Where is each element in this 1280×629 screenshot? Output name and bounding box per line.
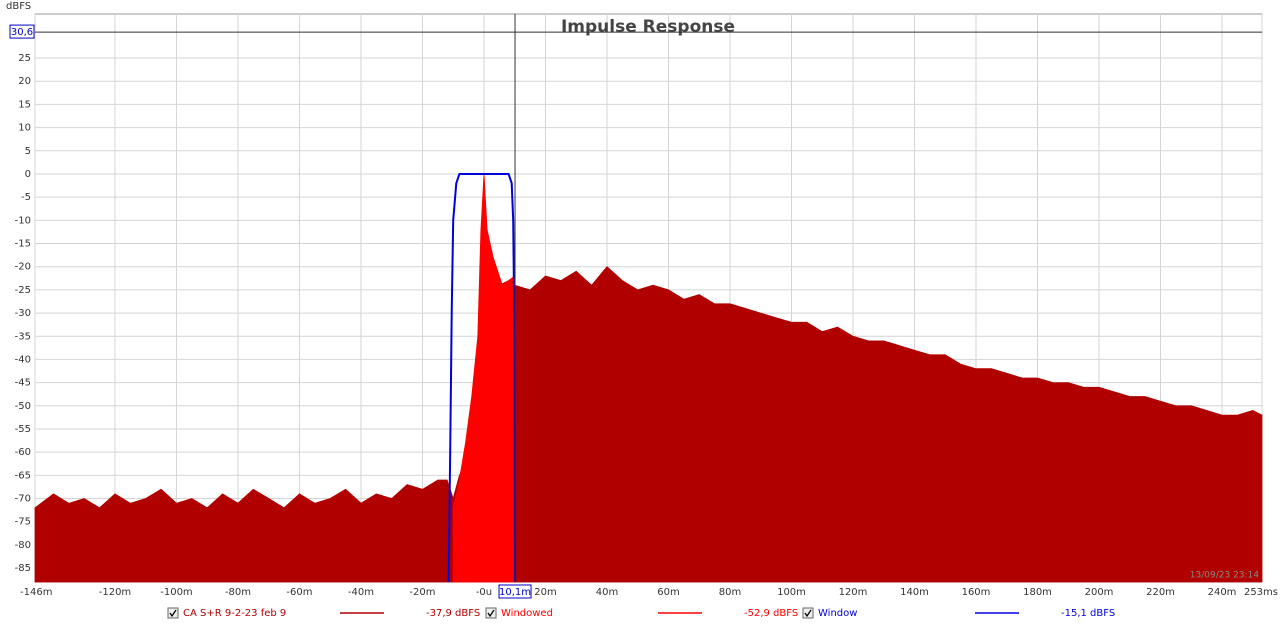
x-tick-label: -146m [20, 587, 52, 598]
line [447, 173, 516, 583]
y-tick-label: -10 [15, 215, 31, 226]
y-tick-label: -25 [15, 285, 31, 296]
x-tick-label: 40m [596, 587, 618, 598]
area [34, 173, 1263, 583]
timestamp: 13/09/23 23:14 [1190, 571, 1259, 581]
x-tick-label: 240m [1208, 587, 1237, 598]
legend-checkbox[interactable] [485, 607, 497, 619]
cursor-label-box [9, 24, 35, 39]
legend-label: Windowed [501, 608, 553, 619]
x-tick-label: -80m [225, 587, 251, 598]
chart-title: Impulse Response [561, 17, 735, 37]
y-tick-label: -65 [15, 470, 31, 481]
x-tick-label: 140m [900, 587, 929, 598]
x-tick-label: 60m [657, 587, 679, 598]
y-tick-label: -60 [15, 447, 31, 458]
y-tick-label: -45 [15, 378, 31, 389]
y-tick-label: -75 [15, 517, 31, 528]
x-tick-label: 253ms [1244, 587, 1278, 598]
x-tick-label: -60m [286, 587, 312, 598]
cursor-x-label: 10,1m [499, 587, 531, 598]
y-tick-label: -55 [15, 424, 31, 435]
y-tick-label: 20 [18, 76, 31, 87]
y-tick-label: -15 [15, 239, 31, 250]
y-tick-label: -30 [15, 308, 31, 319]
y-tick-label: -80 [15, 540, 31, 551]
x-tick-label: 80m [719, 587, 741, 598]
y-tick-label: 5 [25, 146, 31, 157]
legend-check [169, 609, 177, 618]
y-tick-label: -5 [21, 192, 31, 203]
x-tick-label: -120m [99, 587, 131, 598]
y-tick-label: -50 [15, 401, 31, 412]
x-tick-label: 120m [839, 587, 868, 598]
x-tick-label: 200m [1085, 587, 1114, 598]
legend-check [487, 609, 495, 618]
area [452, 173, 516, 583]
cursor-y-label: 30,6 [11, 27, 33, 38]
y-tick-label: 0 [25, 169, 31, 180]
y-tick-label: -70 [15, 494, 31, 505]
x-tick-label: 20m [534, 587, 556, 598]
x-tick-label: 220m [1146, 587, 1175, 598]
x-tick-label: -40m [348, 587, 374, 598]
legend-label: Window [818, 608, 857, 619]
cursor-label-box [498, 584, 532, 599]
x-tick-label: -0u [476, 587, 492, 598]
y-tick-label: 10 [18, 123, 31, 134]
legend-readout: -15,1 dBFS [1061, 608, 1115, 619]
y-tick-label: -85 [15, 563, 31, 574]
x-tick-label: 160m [962, 587, 991, 598]
legend-readout: -52,9 dBFS [744, 608, 798, 619]
legend-checkbox[interactable] [802, 607, 814, 619]
legend-label: CA S+R 9-2-23 feb 9 [183, 608, 286, 619]
y-tick-label: -35 [15, 331, 31, 342]
y-tick-label: -40 [15, 354, 31, 365]
y-tick-label: -20 [15, 262, 31, 273]
y-tick-label: 15 [18, 99, 31, 110]
x-tick-label: -20m [409, 587, 435, 598]
legend-readout: -37,9 dBFS [426, 608, 480, 619]
legend-check [804, 609, 812, 618]
x-tick-label: -100m [160, 587, 192, 598]
x-tick-label: 100m [777, 587, 806, 598]
legend-checkbox[interactable] [167, 607, 179, 619]
x-tick-label: 180m [1023, 587, 1052, 598]
y-tick-label: 25 [18, 53, 31, 64]
y-unit: dBFS [6, 1, 31, 12]
